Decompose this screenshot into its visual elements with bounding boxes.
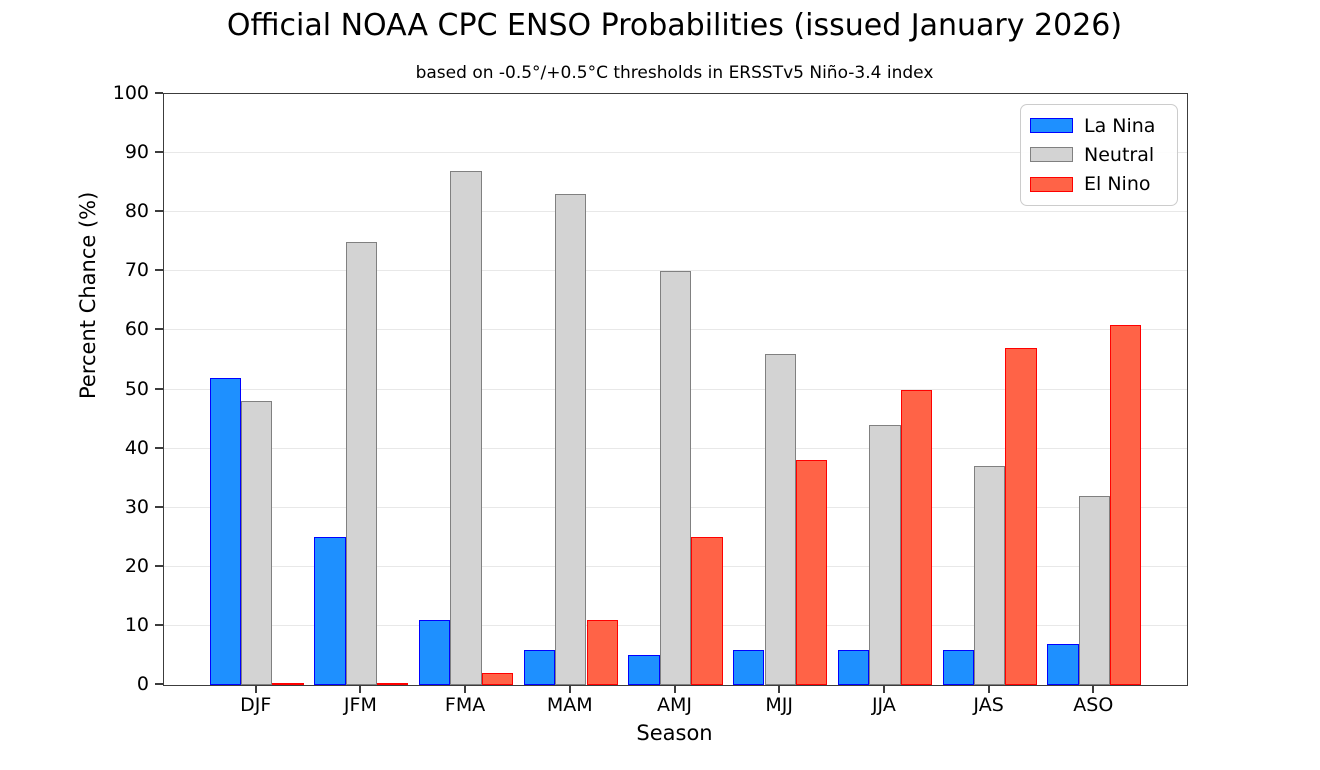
bar-la-nina-MJJ [733,649,765,685]
y-tick-90 [155,151,163,154]
x-tick-JFM [359,685,362,693]
bar-la-nina-DJF [209,377,241,685]
legend-item-el-nino: El Nino [1030,173,1177,195]
gridline-80 [164,211,1187,213]
y-tick-label-80: 80 [124,200,149,223]
bar-el-nino-ASO [1110,324,1142,685]
bar-la-nina-AMJ [628,655,660,685]
legend: La Nina Neutral El Nino [1020,104,1178,206]
bar-neutral-FMA [450,170,482,685]
y-tick-label-70: 70 [124,259,149,282]
y-axis-label: Percent Chance (%) [76,191,100,399]
bar-el-nino-MAM [586,620,618,685]
y-tick-70 [155,269,163,272]
legend-swatch-la-nina [1030,118,1073,134]
y-tick-label-10: 10 [124,613,149,636]
y-tick-label-40: 40 [124,436,149,459]
bar-neutral-JJA [869,424,901,685]
y-tick-20 [155,564,163,567]
legend-swatch-neutral [1030,147,1073,163]
gridline-70 [164,270,1187,272]
bar-neutral-JFM [345,241,378,685]
plot-area: La Nina Neutral El Nino [163,93,1188,686]
chart-title: Official NOAA CPC ENSO Probabilities (is… [226,8,1123,43]
x-tick-label-FMA: FMA [444,694,486,716]
x-tick-JAS [987,685,990,693]
x-tick-label-MJJ: MJJ [765,694,793,716]
bar-neutral-JAS [973,466,1006,685]
y-tick-label-0: 0 [136,673,149,695]
bar-la-nina-FMA [419,620,451,685]
bar-la-nina-MAM [523,649,556,685]
x-tick-MJJ [778,685,781,693]
x-tick-ASO [1092,685,1095,693]
x-tick-label-AMJ: AMJ [657,694,692,716]
bar-el-nino-FMA [481,673,514,685]
x-tick-label-MAM: MAM [546,694,593,716]
y-tick-40 [155,446,163,449]
y-tick-label-30: 30 [124,495,149,518]
x-tick-DJF [254,685,257,693]
y-tick-60 [155,328,163,331]
x-tick-JJA [882,685,885,693]
bar-la-nina-ASO [1047,643,1079,685]
bar-el-nino-DJF [272,682,304,685]
y-tick-50 [155,387,163,390]
x-tick-FMA [464,685,467,693]
gridline-90 [164,152,1187,154]
y-tick-label-90: 90 [124,141,149,164]
y-tick-100 [155,92,163,94]
bar-el-nino-MJJ [795,460,828,685]
legend-swatch-el-nino [1030,176,1073,192]
bar-neutral-AMJ [659,271,692,685]
legend-label-la-nina: La Nina [1084,114,1156,137]
bar-la-nina-JAS [942,649,974,685]
y-tick-10 [155,623,163,626]
bar-el-nino-JFM [377,682,409,685]
x-tick-AMJ [673,685,676,693]
bar-la-nina-JFM [314,537,346,685]
bar-la-nina-JJA [837,649,870,685]
x-tick-label-DJF: DJF [240,694,272,716]
y-tick-label-20: 20 [124,554,149,577]
x-tick-MAM [568,685,571,693]
y-tick-30 [155,505,163,508]
legend-item-neutral: Neutral [1030,144,1177,166]
x-tick-label-JJA: JJA [871,694,896,716]
bar-neutral-ASO [1078,495,1110,685]
x-tick-label-JFM: JFM [343,694,377,716]
y-tick-label-50: 50 [124,377,149,400]
bar-el-nino-JJA [900,389,932,685]
legend-label-neutral: Neutral [1084,143,1155,166]
y-tick-80 [155,210,163,213]
bar-neutral-MAM [555,194,587,685]
y-tick-0 [155,683,163,685]
legend-label-el-nino: El Nino [1084,173,1151,196]
chart-subtitle: based on -0.5°/+0.5°C thresholds in ERSS… [415,63,934,83]
x-tick-label-ASO: ASO [1073,694,1114,716]
legend-item-la-nina: La Nina [1030,115,1177,137]
bar-neutral-DJF [241,401,273,685]
x-tick-label-JAS: JAS [973,694,1004,716]
bar-el-nino-AMJ [691,537,723,685]
x-axis-label: Season [636,721,713,745]
y-tick-label-100: 100 [112,82,149,104]
bar-el-nino-JAS [1005,348,1037,685]
bar-neutral-MJJ [764,354,796,685]
y-tick-label-60: 60 [124,318,149,341]
